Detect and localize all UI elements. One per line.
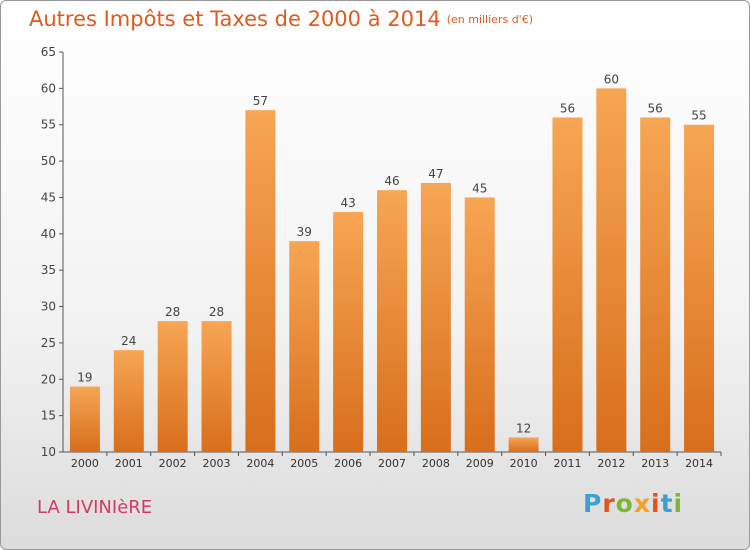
- y-tick-label: 20: [41, 372, 56, 386]
- bar-value-label: 55: [691, 109, 706, 123]
- bar: [157, 321, 188, 452]
- y-tick-label: 35: [41, 263, 56, 277]
- bar-value-label: 12: [516, 421, 531, 435]
- bar-value-label: 43: [340, 196, 355, 210]
- x-tick-label: 2006: [334, 457, 362, 470]
- logo-letter: t: [660, 489, 674, 518]
- x-tick-label: 2009: [466, 457, 494, 470]
- y-tick-label: 45: [41, 190, 56, 204]
- bar: [201, 321, 232, 452]
- y-tick-label: 65: [41, 45, 56, 59]
- logo-letter: o: [615, 489, 634, 518]
- logo-letter: P: [583, 489, 603, 518]
- logo-letter: r: [602, 489, 616, 518]
- x-tick-label: 2013: [641, 457, 669, 470]
- y-tick-label: 30: [41, 300, 56, 314]
- y-tick-label: 40: [41, 227, 56, 241]
- y-tick-label: 50: [41, 154, 56, 168]
- bar: [420, 182, 451, 452]
- x-tick-label: 2003: [203, 457, 231, 470]
- bar-value-label: 56: [648, 101, 663, 115]
- bar-value-label: 39: [297, 225, 312, 239]
- chart-unit: (en milliers d'€): [446, 13, 533, 26]
- bar-value-label: 56: [560, 101, 575, 115]
- bar: [552, 117, 583, 453]
- y-tick-label: 60: [41, 81, 56, 95]
- bar: [333, 212, 364, 452]
- x-tick-label: 2011: [553, 457, 581, 470]
- logo-letter: i: [651, 489, 661, 518]
- x-tick-label: 2008: [422, 457, 450, 470]
- bar-value-label: 24: [121, 334, 136, 348]
- proxiti-logo: Proxiti: [583, 489, 683, 518]
- bar: [245, 110, 276, 452]
- bar-value-label: 57: [253, 94, 268, 108]
- chart-title-text: Autres Impôts et Taxes de 2000 à 2014: [29, 7, 441, 31]
- logo-letter: x: [633, 489, 651, 518]
- bar-value-label: 47: [428, 167, 443, 181]
- x-tick-label: 2001: [115, 457, 143, 470]
- bar: [289, 241, 320, 452]
- y-tick-label: 15: [41, 409, 56, 423]
- y-tick-label: 55: [41, 118, 56, 132]
- bar: [113, 350, 144, 452]
- bar: [508, 437, 539, 452]
- bar-value-label: 45: [472, 181, 487, 195]
- x-tick-label: 2004: [246, 457, 274, 470]
- bar: [596, 88, 627, 452]
- x-tick-label: 2000: [71, 457, 99, 470]
- bar: [684, 124, 715, 453]
- commune-name: LA LIVINIèRE: [37, 497, 153, 518]
- y-tick-label: 10: [41, 445, 56, 459]
- x-tick-label: 2005: [290, 457, 318, 470]
- bar-value-label: 46: [384, 174, 399, 188]
- bar: [69, 386, 100, 452]
- x-tick-label: 2010: [510, 457, 538, 470]
- x-tick-label: 2012: [597, 457, 625, 470]
- x-tick-label: 2014: [685, 457, 713, 470]
- bar-value-label: 28: [209, 305, 224, 319]
- bar: [640, 117, 671, 453]
- bar-value-label: 19: [77, 371, 92, 385]
- bar: [464, 197, 495, 452]
- logo-letter: i: [673, 489, 684, 518]
- bar-value-label: 28: [165, 305, 180, 319]
- bar-value-label: 60: [604, 72, 619, 86]
- x-tick-label: 2007: [378, 457, 406, 470]
- y-tick-label: 25: [41, 336, 56, 350]
- x-tick-label: 2002: [159, 457, 187, 470]
- bar: [377, 190, 407, 452]
- chart-title: Autres Impôts et Taxes de 2000 à 2014 (en…: [29, 7, 533, 31]
